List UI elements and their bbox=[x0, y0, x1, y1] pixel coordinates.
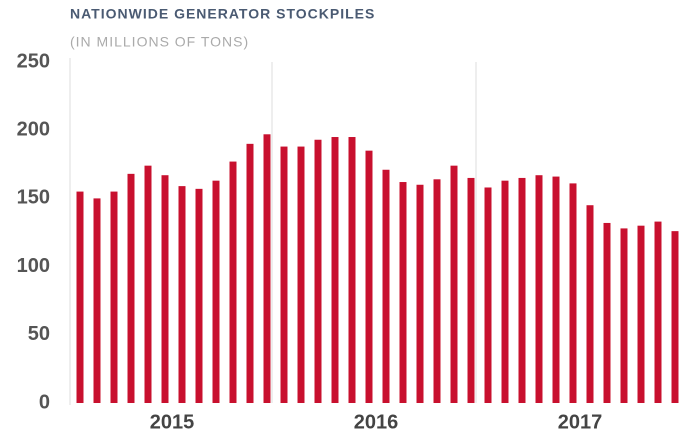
bar bbox=[603, 222, 611, 403]
y-tick-label: 50 bbox=[28, 323, 50, 345]
bar bbox=[76, 191, 84, 403]
bar bbox=[280, 146, 288, 403]
chart-title: NATIONWIDE GENERATOR STOCKPILES bbox=[70, 6, 375, 22]
y-tick-label: 250 bbox=[17, 50, 50, 72]
bar bbox=[246, 143, 254, 403]
y-tick-label: 0 bbox=[39, 391, 50, 413]
bar bbox=[637, 225, 645, 403]
bar bbox=[450, 165, 458, 403]
bar bbox=[161, 175, 169, 403]
chart-subtitle: (IN MILLIONS OF TONS) bbox=[70, 34, 249, 50]
bar bbox=[93, 198, 101, 403]
bar bbox=[212, 180, 220, 403]
bar bbox=[382, 169, 390, 403]
bar bbox=[331, 137, 339, 403]
bar bbox=[263, 134, 271, 404]
bar bbox=[110, 191, 118, 403]
bar bbox=[144, 165, 152, 403]
bar bbox=[399, 182, 407, 403]
bar bbox=[586, 205, 594, 403]
bar bbox=[348, 137, 356, 403]
bar bbox=[178, 186, 186, 403]
bar bbox=[501, 180, 509, 403]
bar bbox=[518, 177, 526, 403]
x-group-label: 2017 bbox=[558, 411, 603, 433]
bar bbox=[229, 161, 237, 403]
bar bbox=[195, 188, 203, 403]
x-group-label: 2015 bbox=[150, 411, 195, 433]
y-tick-label: 200 bbox=[17, 118, 50, 140]
bar bbox=[535, 175, 543, 403]
bar bbox=[654, 221, 662, 403]
bar bbox=[416, 184, 424, 403]
y-tick-label: 100 bbox=[17, 255, 50, 277]
bar bbox=[552, 176, 560, 403]
x-group-label: 2016 bbox=[354, 411, 399, 433]
y-tick-label: 150 bbox=[17, 187, 50, 209]
bar bbox=[569, 183, 577, 403]
bar bbox=[671, 231, 679, 403]
bar bbox=[433, 179, 441, 403]
bar bbox=[314, 139, 322, 404]
bar bbox=[365, 150, 373, 403]
bar bbox=[620, 228, 628, 403]
bar bbox=[297, 146, 305, 403]
bar bbox=[484, 187, 492, 403]
bar bbox=[467, 177, 475, 403]
bar bbox=[127, 173, 135, 403]
